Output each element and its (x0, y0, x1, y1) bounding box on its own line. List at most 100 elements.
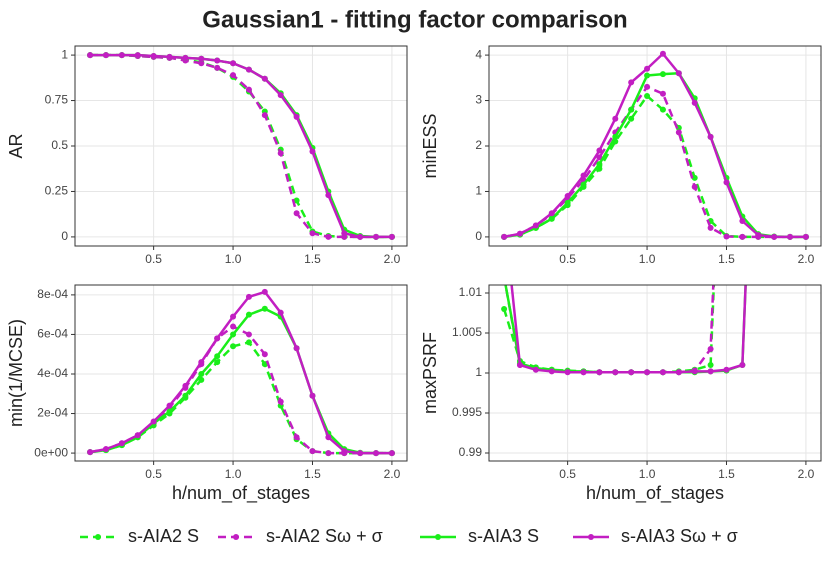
point (739, 233, 746, 240)
point (309, 148, 316, 155)
point (707, 362, 714, 368)
x-tick-label: 1.0 (225, 252, 242, 266)
x-axis-label: h/num_of_stages (586, 483, 724, 504)
point (548, 368, 555, 375)
point (293, 434, 300, 441)
point (373, 233, 380, 240)
point (198, 376, 205, 383)
point (373, 450, 380, 457)
point (309, 448, 316, 455)
panel: 0.99 0.995 1 1.005 1.01 0.5 1.0 1.5 2.0 maxPSRF h/… (420, 274, 822, 504)
point (723, 179, 730, 186)
panel: 0 0.25 0.5 0.75 1 0.5 1.0 1.5 2.0 AR (6, 45, 408, 266)
point (532, 222, 539, 229)
point (309, 230, 316, 237)
point (166, 408, 173, 415)
y-tick-label: 0.75 (45, 93, 69, 107)
point (134, 432, 141, 439)
point (691, 368, 698, 375)
point (182, 54, 189, 61)
y-tick-label: 0 (61, 229, 68, 243)
y-tick-label: 3 (475, 93, 482, 107)
y-tick-label: 1 (61, 47, 68, 61)
point (691, 99, 698, 106)
point (516, 230, 523, 237)
point (293, 345, 300, 352)
point (309, 392, 316, 399)
point (166, 402, 173, 409)
point (118, 440, 125, 447)
point (214, 64, 221, 71)
y-tick-label: 1.005 (452, 325, 482, 339)
point (501, 274, 507, 280)
point (802, 233, 809, 240)
series-line (89, 290, 392, 455)
point (261, 288, 268, 295)
point (357, 450, 364, 457)
x-tick-label: 0.5 (145, 252, 162, 266)
series-line (502, 285, 716, 374)
point (596, 161, 603, 168)
y-tick-label: 2 (475, 138, 482, 152)
point (150, 53, 157, 59)
x-tick-label: 1.0 (225, 467, 242, 481)
point (388, 233, 395, 240)
legend-label: s-AIA3 S (468, 526, 539, 546)
point (659, 50, 666, 57)
legend-key-point (588, 534, 594, 540)
point (134, 52, 141, 59)
point (87, 449, 94, 456)
point (628, 106, 635, 113)
point (182, 392, 189, 399)
point (755, 232, 762, 239)
point (341, 448, 348, 455)
point (596, 154, 603, 161)
point (166, 53, 173, 60)
point (516, 362, 523, 368)
y-axis-label: min(1/MCSE) (6, 319, 26, 427)
panel: 0e+00 2e-04 4e-04 6e-04 8e-04 0.5 1.0 1.5 2.0 min… (6, 284, 408, 504)
point (532, 366, 539, 373)
legend-key-point (233, 534, 239, 540)
point (230, 72, 237, 79)
y-axis-label: AR (6, 133, 26, 158)
x-tick-label: 2.0 (384, 252, 401, 266)
point (739, 362, 746, 368)
point (787, 233, 794, 240)
plot-area (501, 274, 747, 376)
y-axis-label: maxPSRF (420, 332, 440, 414)
legend-label: s-AIA3 Sω + σ (621, 526, 738, 546)
legend: s-AIA2 S s-AIA2 Sω + σ s-AIA3 S s-AIA3 Sω +… (80, 526, 738, 546)
x-tick-label: 1.5 (304, 252, 321, 266)
point (675, 70, 682, 77)
x-tick-label: 1.5 (718, 252, 735, 266)
point (612, 115, 619, 122)
legend-label: s-AIA2 Sω + σ (266, 526, 383, 546)
point (245, 293, 252, 300)
point (150, 418, 157, 425)
point (214, 359, 221, 366)
panel-border (488, 284, 822, 462)
point (198, 55, 205, 62)
plot-area (87, 52, 395, 240)
point (659, 106, 666, 113)
point (341, 230, 348, 237)
point (644, 93, 651, 99)
plot-area (501, 50, 809, 240)
y-tick-label: 6e-04 (37, 327, 68, 341)
legend-label: s-AIA2 S (128, 526, 199, 546)
point (675, 369, 682, 376)
x-tick-label: 1.0 (639, 252, 656, 266)
y-tick-label: 0e+00 (34, 445, 68, 459)
panel: 0 1 2 3 4 0.5 1.0 1.5 2.0 minESS (420, 45, 822, 266)
point (230, 60, 237, 67)
point (548, 210, 555, 217)
panel-border (488, 45, 822, 247)
plot-area (87, 288, 395, 457)
legend-key-point (435, 534, 441, 540)
point (245, 86, 252, 93)
x-axis-label: h/num_of_stages (172, 483, 310, 504)
point (325, 192, 332, 199)
point (596, 147, 603, 154)
x-tick-label: 2.0 (798, 252, 815, 266)
